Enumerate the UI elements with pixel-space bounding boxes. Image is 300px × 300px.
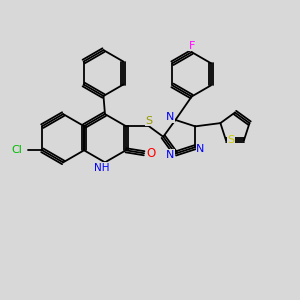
Text: N: N <box>196 144 205 154</box>
Text: O: O <box>147 147 156 160</box>
Text: N: N <box>166 112 174 122</box>
Text: S: S <box>145 116 152 126</box>
Text: NH: NH <box>94 163 110 173</box>
Text: S: S <box>228 135 235 145</box>
Text: Cl: Cl <box>11 145 22 155</box>
Text: N: N <box>166 150 174 160</box>
Text: F: F <box>188 40 195 51</box>
